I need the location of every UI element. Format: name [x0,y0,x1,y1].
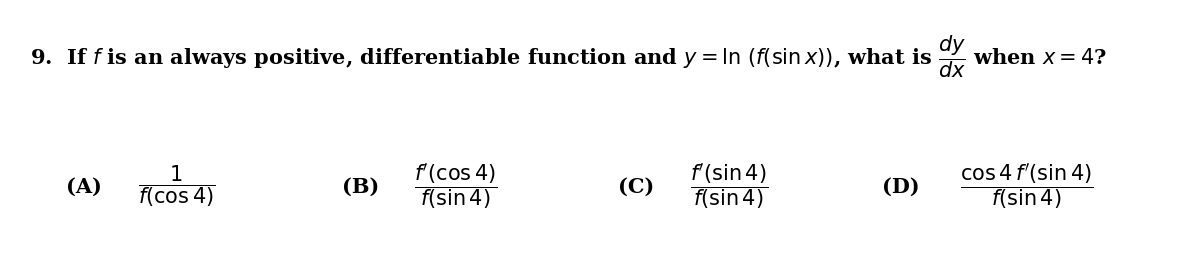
Text: (C): (C) [618,176,654,197]
Text: $\dfrac{f'(\sin 4)}{f(\sin 4)}$: $\dfrac{f'(\sin 4)}{f(\sin 4)}$ [690,161,768,212]
Text: (D): (D) [882,176,919,197]
Text: $\dfrac{1}{f(\cos 4)}$: $\dfrac{1}{f(\cos 4)}$ [138,164,216,209]
Text: 9.  If $f$ is an always positive, differentiable function and $y = \ln\,(f(\sin : 9. If $f$ is an always positive, differe… [30,34,1108,80]
Text: (B): (B) [342,176,379,197]
Text: $\dfrac{\cos 4\,f'(\sin 4)}{f(\sin 4)}$: $\dfrac{\cos 4\,f'(\sin 4)}{f(\sin 4)}$ [960,161,1093,212]
Text: (A): (A) [66,176,102,197]
Text: $\dfrac{f'(\cos 4)}{f(\sin 4)}$: $\dfrac{f'(\cos 4)}{f(\sin 4)}$ [414,161,498,212]
